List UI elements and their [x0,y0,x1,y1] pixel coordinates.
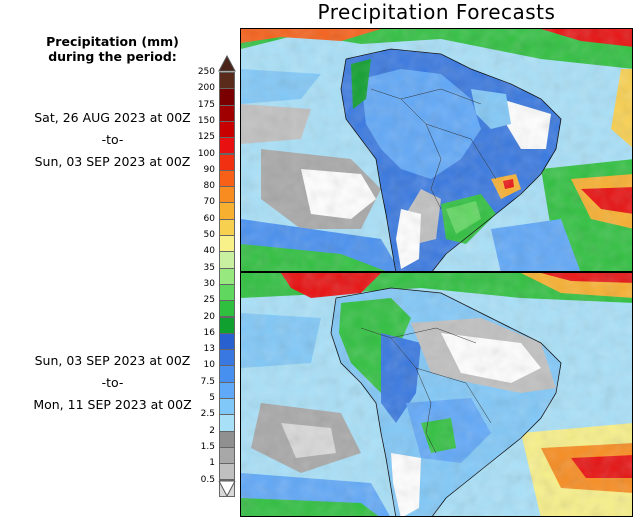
legend-title-line2: during the period: [48,49,177,64]
period-2-separator: -to- [101,375,124,390]
colorbar-tick-label: 200 [197,83,215,94]
colorbar-segment [219,88,235,106]
colorbar-tick-label: 125 [197,132,215,143]
colorbar-tick-label: 80 [203,181,215,192]
colorbar-segment [219,349,235,367]
colorbar-segment [219,267,235,285]
colorbar-segment [219,430,235,448]
colorbar-segment [219,381,235,399]
colorbar-tick-label: 7.5 [200,376,215,387]
colorbar-segment [219,283,235,302]
colorbar-segment [219,153,235,171]
period-2-end: Mon, 11 SEP 2023 at 00Z [33,397,192,412]
colorbar-tick-label: 10 [203,360,215,371]
legend-title: Precipitation (mm) during the period: [0,34,225,64]
legend-title-line1: Precipitation (mm) [46,34,179,49]
colorbar-segment [219,72,235,90]
forecast-map-period-1 [240,28,633,272]
colorbar-tick-label: 1 [209,458,215,469]
colorbar-segment [219,120,235,139]
colorbar-tick-label: 30 [203,278,215,289]
colorbar-segment [219,218,235,236]
colorbar-tick-label: 2.5 [200,409,215,420]
colorbar-segment [219,316,235,334]
colorbar-segment [219,137,235,155]
colorbar-segment [219,365,235,383]
colorbar-tick-label: 0.5 [200,474,215,485]
colorbar-tick-label: 2 [209,425,215,436]
colorbar-segment [219,414,235,432]
colorbar-tick-label: 150 [197,115,215,126]
colorbar-tick-label: 25 [203,295,215,306]
colorbar-segment [219,446,235,465]
colorbar-tick-label: 20 [203,311,215,322]
colorbar-segment [219,398,235,416]
period-1-end: Sun, 03 SEP 2023 at 00Z [34,154,191,169]
colorbar-segment [219,235,235,253]
period-1-start: Sat, 26 AUG 2023 at 00Z [34,110,191,125]
colorbar-tick-label: 13 [203,344,215,355]
colorbar-tick-label: 70 [203,197,215,208]
colorbar-tick-label: 35 [203,262,215,273]
colorbar-segment [219,202,235,220]
colorbar-tick-label: 50 [203,230,215,240]
colorbar-tick-label: 100 [197,148,215,159]
colorbar-segment [219,463,235,481]
colorbar-tick-label: 5 [209,393,215,403]
colorbar-tick-label: 16 [203,327,215,338]
colorbar-tick-label: 90 [203,164,215,175]
page-title: Precipitation Forecasts [317,0,556,24]
colorbar-bottom-arrow-icon [218,481,236,497]
colorbar-segment [219,251,235,269]
colorbar-tick-label: 60 [203,213,215,224]
colorbar-tick-label: 250 [197,67,215,77]
period-2-start: Sun, 03 SEP 2023 at 00Z [34,353,191,368]
colorbar-segment [219,104,235,122]
colorbar-top-arrow-icon [218,55,236,72]
colorbar-segment [219,332,235,351]
colorbar-segment [219,186,235,204]
period-1-label: Sat, 26 AUG 2023 at 00Z -to- Sun, 03 SEP… [0,111,225,177]
colorbar-tick-label: 40 [203,246,215,257]
colorbar-segment [219,300,235,318]
forecast-map-period-2 [240,272,633,517]
colorbar-segment [219,169,235,188]
period-2-label: Sun, 03 SEP 2023 at 00Z -to- Mon, 11 SEP… [0,354,225,420]
colorbar-tick-label: 175 [197,99,215,110]
period-1-separator: -to- [101,132,124,147]
colorbar-tick-label: 1.5 [200,441,215,452]
